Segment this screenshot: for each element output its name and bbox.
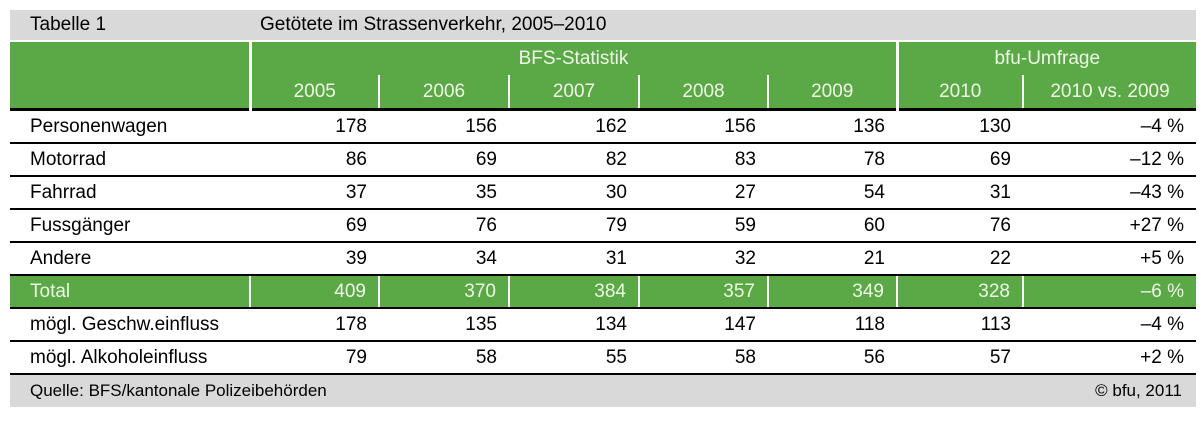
table-figure: Tabelle 1 Getötete im Strassenverkehr, 2… xyxy=(10,10,1197,407)
row-label: mögl. Alkoholeinfluss xyxy=(10,341,250,375)
copyright-note: © bfu, 2011 xyxy=(1095,381,1182,400)
row-value: 82 xyxy=(509,143,639,177)
row-value: 58 xyxy=(639,341,768,375)
row-value: 118 xyxy=(768,308,897,342)
column-header-2006: 2006 xyxy=(378,75,509,110)
row-label: Fahrrad xyxy=(10,176,250,210)
row-value: 34 xyxy=(379,242,509,276)
table-row: Andere 39 34 31 32 21 22 +5 % xyxy=(10,242,1197,276)
row-change-value: +2 % xyxy=(1023,341,1197,375)
row-value: 79 xyxy=(509,209,639,243)
row-label: Andere xyxy=(10,242,250,276)
row-value: 83 xyxy=(639,143,768,177)
row-value: 86 xyxy=(250,143,379,177)
column-header-2010-vs-2009: 2010 vs. 2009 xyxy=(1021,75,1197,110)
row-value: 76 xyxy=(379,209,509,243)
row-value: 39 xyxy=(250,242,379,276)
row-value: 59 xyxy=(639,209,768,243)
row-change-value: –4 % xyxy=(1023,308,1197,342)
corner-cell xyxy=(10,42,250,110)
data-table: BFS-Statistik bfu-Umfrage 2005 2006 2007… xyxy=(10,42,1197,375)
row-value: 178 xyxy=(250,109,379,144)
row-label: Personenwagen xyxy=(10,109,250,144)
row-value: 147 xyxy=(639,308,768,342)
column-group-row: BFS-Statistik bfu-Umfrage xyxy=(10,42,1197,110)
table-row: mögl. Geschw.einfluss 178 135 134 147 118 113–… xyxy=(10,308,1197,342)
row-change-value: +27 % xyxy=(1023,209,1197,243)
table-header: BFS-Statistik bfu-Umfrage 2005 2006 2007… xyxy=(10,42,1197,110)
row-value: 79 xyxy=(250,341,379,375)
table-body: Personenwagen 178 156 162 156 136 130 –4 % Motor… xyxy=(10,109,1197,375)
row-value: 78 xyxy=(768,143,897,177)
table-title: Getötete im Strassenverkehr, 2005–2010 xyxy=(260,14,607,35)
row-value: 113 xyxy=(897,308,1023,342)
row-change-value: –12 % xyxy=(1023,143,1197,177)
table-row: Fahrrad 37 35 30 27 54 31 –43 % xyxy=(10,176,1197,210)
column-header-2008: 2008 xyxy=(638,75,768,110)
row-value: 22 xyxy=(897,242,1023,276)
row-label: Total xyxy=(10,275,250,309)
row-change-value: –43 % xyxy=(1023,176,1197,210)
row-value: 162 xyxy=(509,109,639,144)
source-note: Quelle: BFS/kantonale Polizeibehörden xyxy=(30,381,327,400)
row-value: 384 xyxy=(508,275,639,309)
row-value: 56 xyxy=(768,341,897,375)
table-number: Tabelle 1 xyxy=(30,14,107,35)
row-value: 55 xyxy=(509,341,639,375)
row-value: 37 xyxy=(250,176,379,210)
column-header-2007: 2007 xyxy=(508,75,639,110)
row-value: 135 xyxy=(379,308,509,342)
row-value: 60 xyxy=(768,209,897,243)
row-value: 35 xyxy=(379,176,509,210)
row-value: 156 xyxy=(639,109,768,144)
column-header-2005: 2005 xyxy=(248,75,379,110)
table-row: Fussgänger 69 76 79 59 60 76 +27 % xyxy=(10,209,1197,243)
row-value: 328 xyxy=(896,275,1023,309)
column-group-bfu: bfu-Umfrage xyxy=(895,42,1197,75)
table-footer-bar: Quelle: BFS/kantonale Polizeibehörden © … xyxy=(10,375,1196,407)
column-header-2010: 2010 xyxy=(895,75,1023,110)
row-change-value: –4 % xyxy=(1023,109,1197,144)
row-value: 21 xyxy=(768,242,897,276)
column-group-bfs: BFS-Statistik xyxy=(248,42,897,75)
row-value: 130 xyxy=(897,109,1023,144)
row-value: 32 xyxy=(639,242,768,276)
row-value: 69 xyxy=(379,143,509,177)
row-value: 349 xyxy=(767,275,897,309)
row-change-value: –6 % xyxy=(1021,275,1197,309)
row-value: 156 xyxy=(379,109,509,144)
row-value: 178 xyxy=(250,308,379,342)
row-value: 57 xyxy=(897,341,1023,375)
row-change-value: +5 % xyxy=(1023,242,1197,276)
row-value: 27 xyxy=(639,176,768,210)
row-value: 409 xyxy=(249,275,379,309)
row-value: 136 xyxy=(768,109,897,144)
row-value: 370 xyxy=(378,275,509,309)
year-header-row: 2005 2006 2007 2008 2009 2010 2010 vs. 2… xyxy=(10,75,1197,110)
row-value: 357 xyxy=(638,275,768,309)
row-value: 69 xyxy=(250,209,379,243)
row-label: Motorrad xyxy=(10,143,250,177)
row-value: 31 xyxy=(897,176,1023,210)
table-row: Personenwagen 178 156 162 156 136 130 –4 % xyxy=(10,109,1197,144)
column-header-2009: 2009 xyxy=(767,75,897,110)
row-value: 54 xyxy=(768,176,897,210)
row-value: 58 xyxy=(379,341,509,375)
table-row: Motorrad 86 69 82 83 78 69 –12 % xyxy=(10,143,1197,177)
total-row: Total 409 370 384 357 349 328 –6 % xyxy=(10,275,1197,309)
row-value: 134 xyxy=(509,308,639,342)
row-label: mögl. Geschw.einfluss xyxy=(10,308,250,342)
row-value: 31 xyxy=(509,242,639,276)
table-title-bar: Tabelle 1 Getötete im Strassenverkehr, 2… xyxy=(10,10,1196,40)
row-value: 30 xyxy=(509,176,639,210)
row-value: 69 xyxy=(897,143,1023,177)
table-row: mögl. Alkoholeinfluss 79 58 55 58 56 57 +2 % xyxy=(10,341,1197,375)
row-label: Fussgänger xyxy=(10,209,250,243)
row-value: 76 xyxy=(897,209,1023,243)
